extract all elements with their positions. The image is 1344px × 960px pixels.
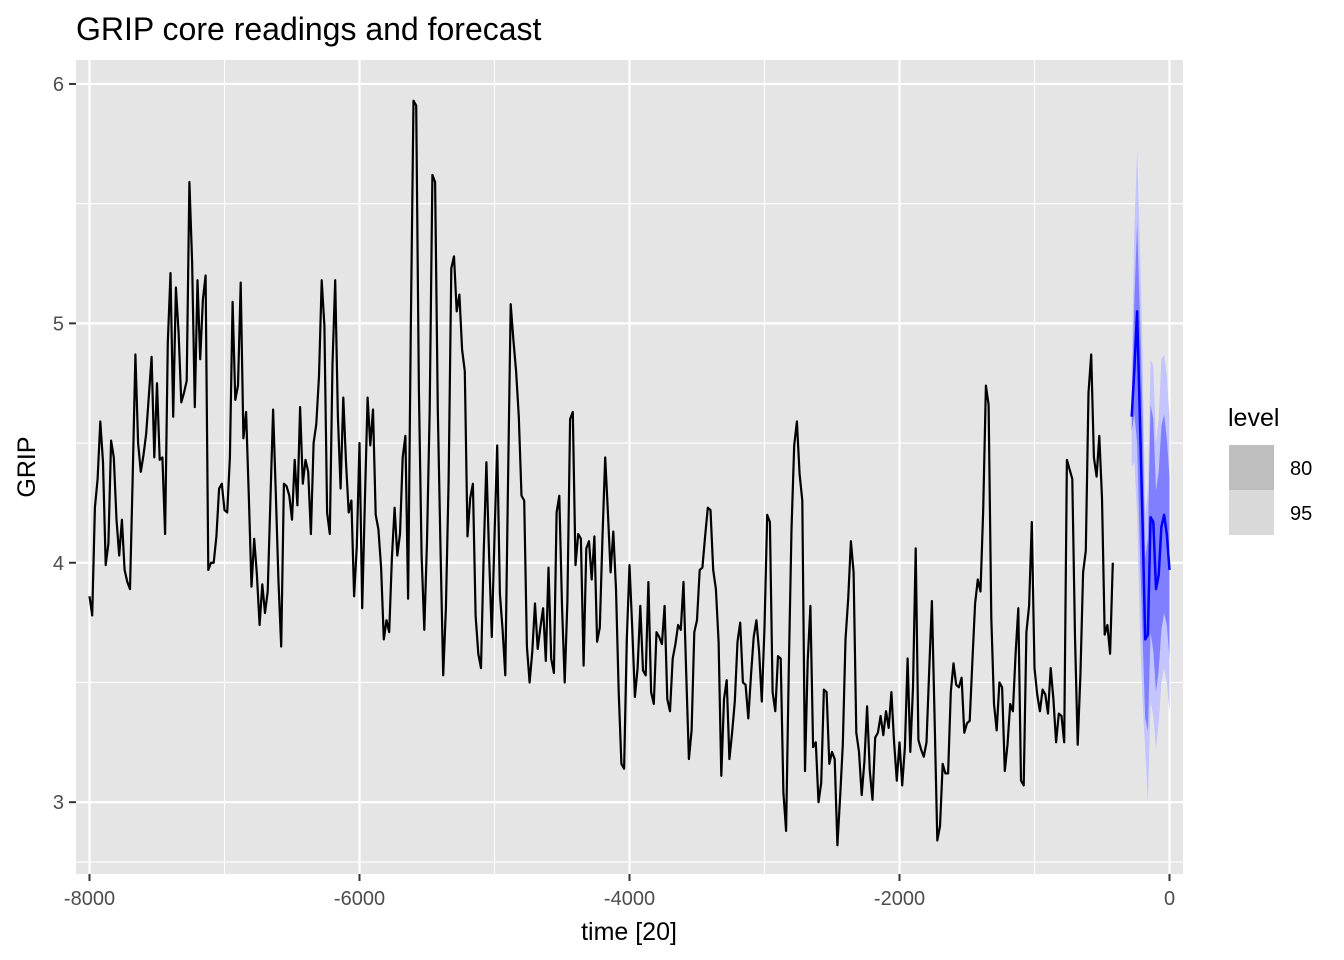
y-tick-labels: 3 4 5 6: [53, 74, 64, 814]
forecast-line: [1130, 310, 1171, 641]
y-tick-label: 6: [53, 74, 64, 96]
interval-80-band: [1131, 222, 1170, 731]
legend: level 80 95: [1228, 404, 1312, 535]
y-tick-label: 3: [53, 792, 64, 814]
x-axis-title: time [20]: [581, 918, 677, 946]
series-lines: [88, 99, 1171, 847]
y-tick-label: 4: [53, 553, 64, 575]
forecast-intervals: [1131, 151, 1170, 803]
x-tick-label: -2000: [874, 888, 925, 910]
y-tick-label: 5: [53, 313, 64, 335]
x-tick-labels: -8000 -6000 -4000 -2000 0: [64, 888, 1175, 910]
history-line: [88, 99, 1114, 847]
legend-key-80: [1229, 445, 1274, 490]
axis-ticks: [69, 82, 1171, 881]
x-tick-label: -6000: [334, 888, 385, 910]
legend-label-80: 80: [1290, 458, 1312, 480]
legend-key-95: [1229, 490, 1274, 535]
x-tick-label: -8000: [64, 888, 115, 910]
chart-title: GRIP core readings and forecast: [76, 11, 542, 47]
x-tick-label: 0: [1164, 888, 1175, 910]
legend-label-95: 95: [1290, 503, 1312, 525]
legend-title: level: [1228, 404, 1279, 432]
x-tick-label: -4000: [604, 888, 655, 910]
y-axis-title: GRIP: [13, 436, 41, 497]
